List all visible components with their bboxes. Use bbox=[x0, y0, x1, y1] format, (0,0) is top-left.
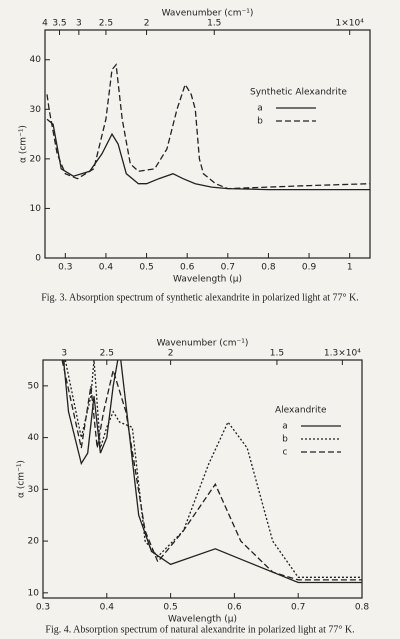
x-tick-label: 0.4 bbox=[99, 263, 114, 273]
x-tick-label: 0.7 bbox=[291, 603, 305, 613]
x-tick-label: 0.8 bbox=[261, 263, 276, 273]
y-tick-label: 30 bbox=[28, 485, 40, 495]
x-axis-label: Wavelength (μ) bbox=[168, 615, 237, 625]
series-line bbox=[46, 63, 370, 190]
series-line bbox=[61, 360, 362, 581]
x2-tick-label: 1.5 bbox=[207, 19, 221, 29]
x2-tick-label: 3 bbox=[61, 349, 67, 359]
plot-frame bbox=[42, 359, 363, 599]
y-tick-label: 30 bbox=[30, 105, 42, 115]
x2-tick-label: 1.5 bbox=[270, 349, 284, 359]
caption: Fig. 4. Absorption spectrum of natural a… bbox=[45, 624, 354, 635]
y-tick-label: 10 bbox=[28, 588, 40, 598]
plot-frame bbox=[44, 29, 371, 259]
legend-label: a bbox=[282, 422, 288, 432]
x-tick-label: 0.6 bbox=[180, 263, 195, 273]
series-line bbox=[64, 360, 362, 578]
x-tick-label: 0.3 bbox=[58, 263, 72, 273]
x-tick-label: 0.5 bbox=[163, 603, 177, 613]
x2-tick-label: 2.5 bbox=[100, 349, 114, 359]
x2-tick-label: 2.5 bbox=[99, 19, 113, 29]
y-tick-label: 20 bbox=[28, 537, 40, 547]
x-tick-label: 0.9 bbox=[302, 263, 317, 273]
legend-label: b bbox=[282, 435, 288, 445]
x2-tick-label: 3 bbox=[76, 19, 82, 29]
x2-tick-label: 3.5 bbox=[52, 19, 66, 29]
legend-label: a bbox=[257, 104, 263, 114]
x-tick-label: 0.3 bbox=[36, 603, 50, 613]
x-tick-label: 0.8 bbox=[355, 603, 370, 613]
y-tick-label: 0 bbox=[35, 254, 41, 264]
y-tick-label: 40 bbox=[30, 55, 42, 65]
x-tick-label: 0.7 bbox=[221, 263, 235, 273]
x2-tick-label: 1×10⁴ bbox=[336, 19, 365, 29]
x2-tick-label: 2 bbox=[168, 349, 174, 359]
series-line bbox=[46, 118, 370, 191]
x-tick-label: 0.6 bbox=[227, 603, 242, 613]
legend-title: Synthetic Alexandrite bbox=[250, 88, 347, 98]
legend-title: Alexandrite bbox=[275, 406, 327, 416]
x2-axis-label: Wavenumber (cm⁻¹) bbox=[157, 339, 249, 349]
caption: Fig. 3. Absorption spectrum of synthetic… bbox=[41, 292, 359, 303]
y-axis-label: α (cm⁻¹) bbox=[19, 125, 29, 163]
x2-tick-label: 4 bbox=[42, 19, 48, 29]
legend-label: c bbox=[283, 448, 288, 458]
series-line bbox=[62, 360, 362, 584]
y-tick-label: 20 bbox=[30, 154, 42, 164]
legend-label: b bbox=[257, 117, 263, 127]
x2-tick-label: 2 bbox=[144, 19, 150, 29]
x-tick-label: 0.5 bbox=[139, 263, 153, 273]
x2-tick-label: 1.3×10⁴ bbox=[324, 349, 361, 359]
x-tick-label: 1 bbox=[347, 263, 353, 273]
x2-axis-label: Wavenumber (cm⁻¹) bbox=[162, 9, 254, 19]
x-axis-label: Wavelength (μ) bbox=[173, 275, 242, 285]
y-tick-label: 40 bbox=[28, 433, 40, 443]
y-tick-label: 50 bbox=[28, 381, 40, 391]
y-axis-label: α (cm⁻¹) bbox=[17, 460, 27, 498]
x-tick-label: 0.4 bbox=[100, 603, 115, 613]
y-tick-label: 10 bbox=[30, 204, 42, 214]
